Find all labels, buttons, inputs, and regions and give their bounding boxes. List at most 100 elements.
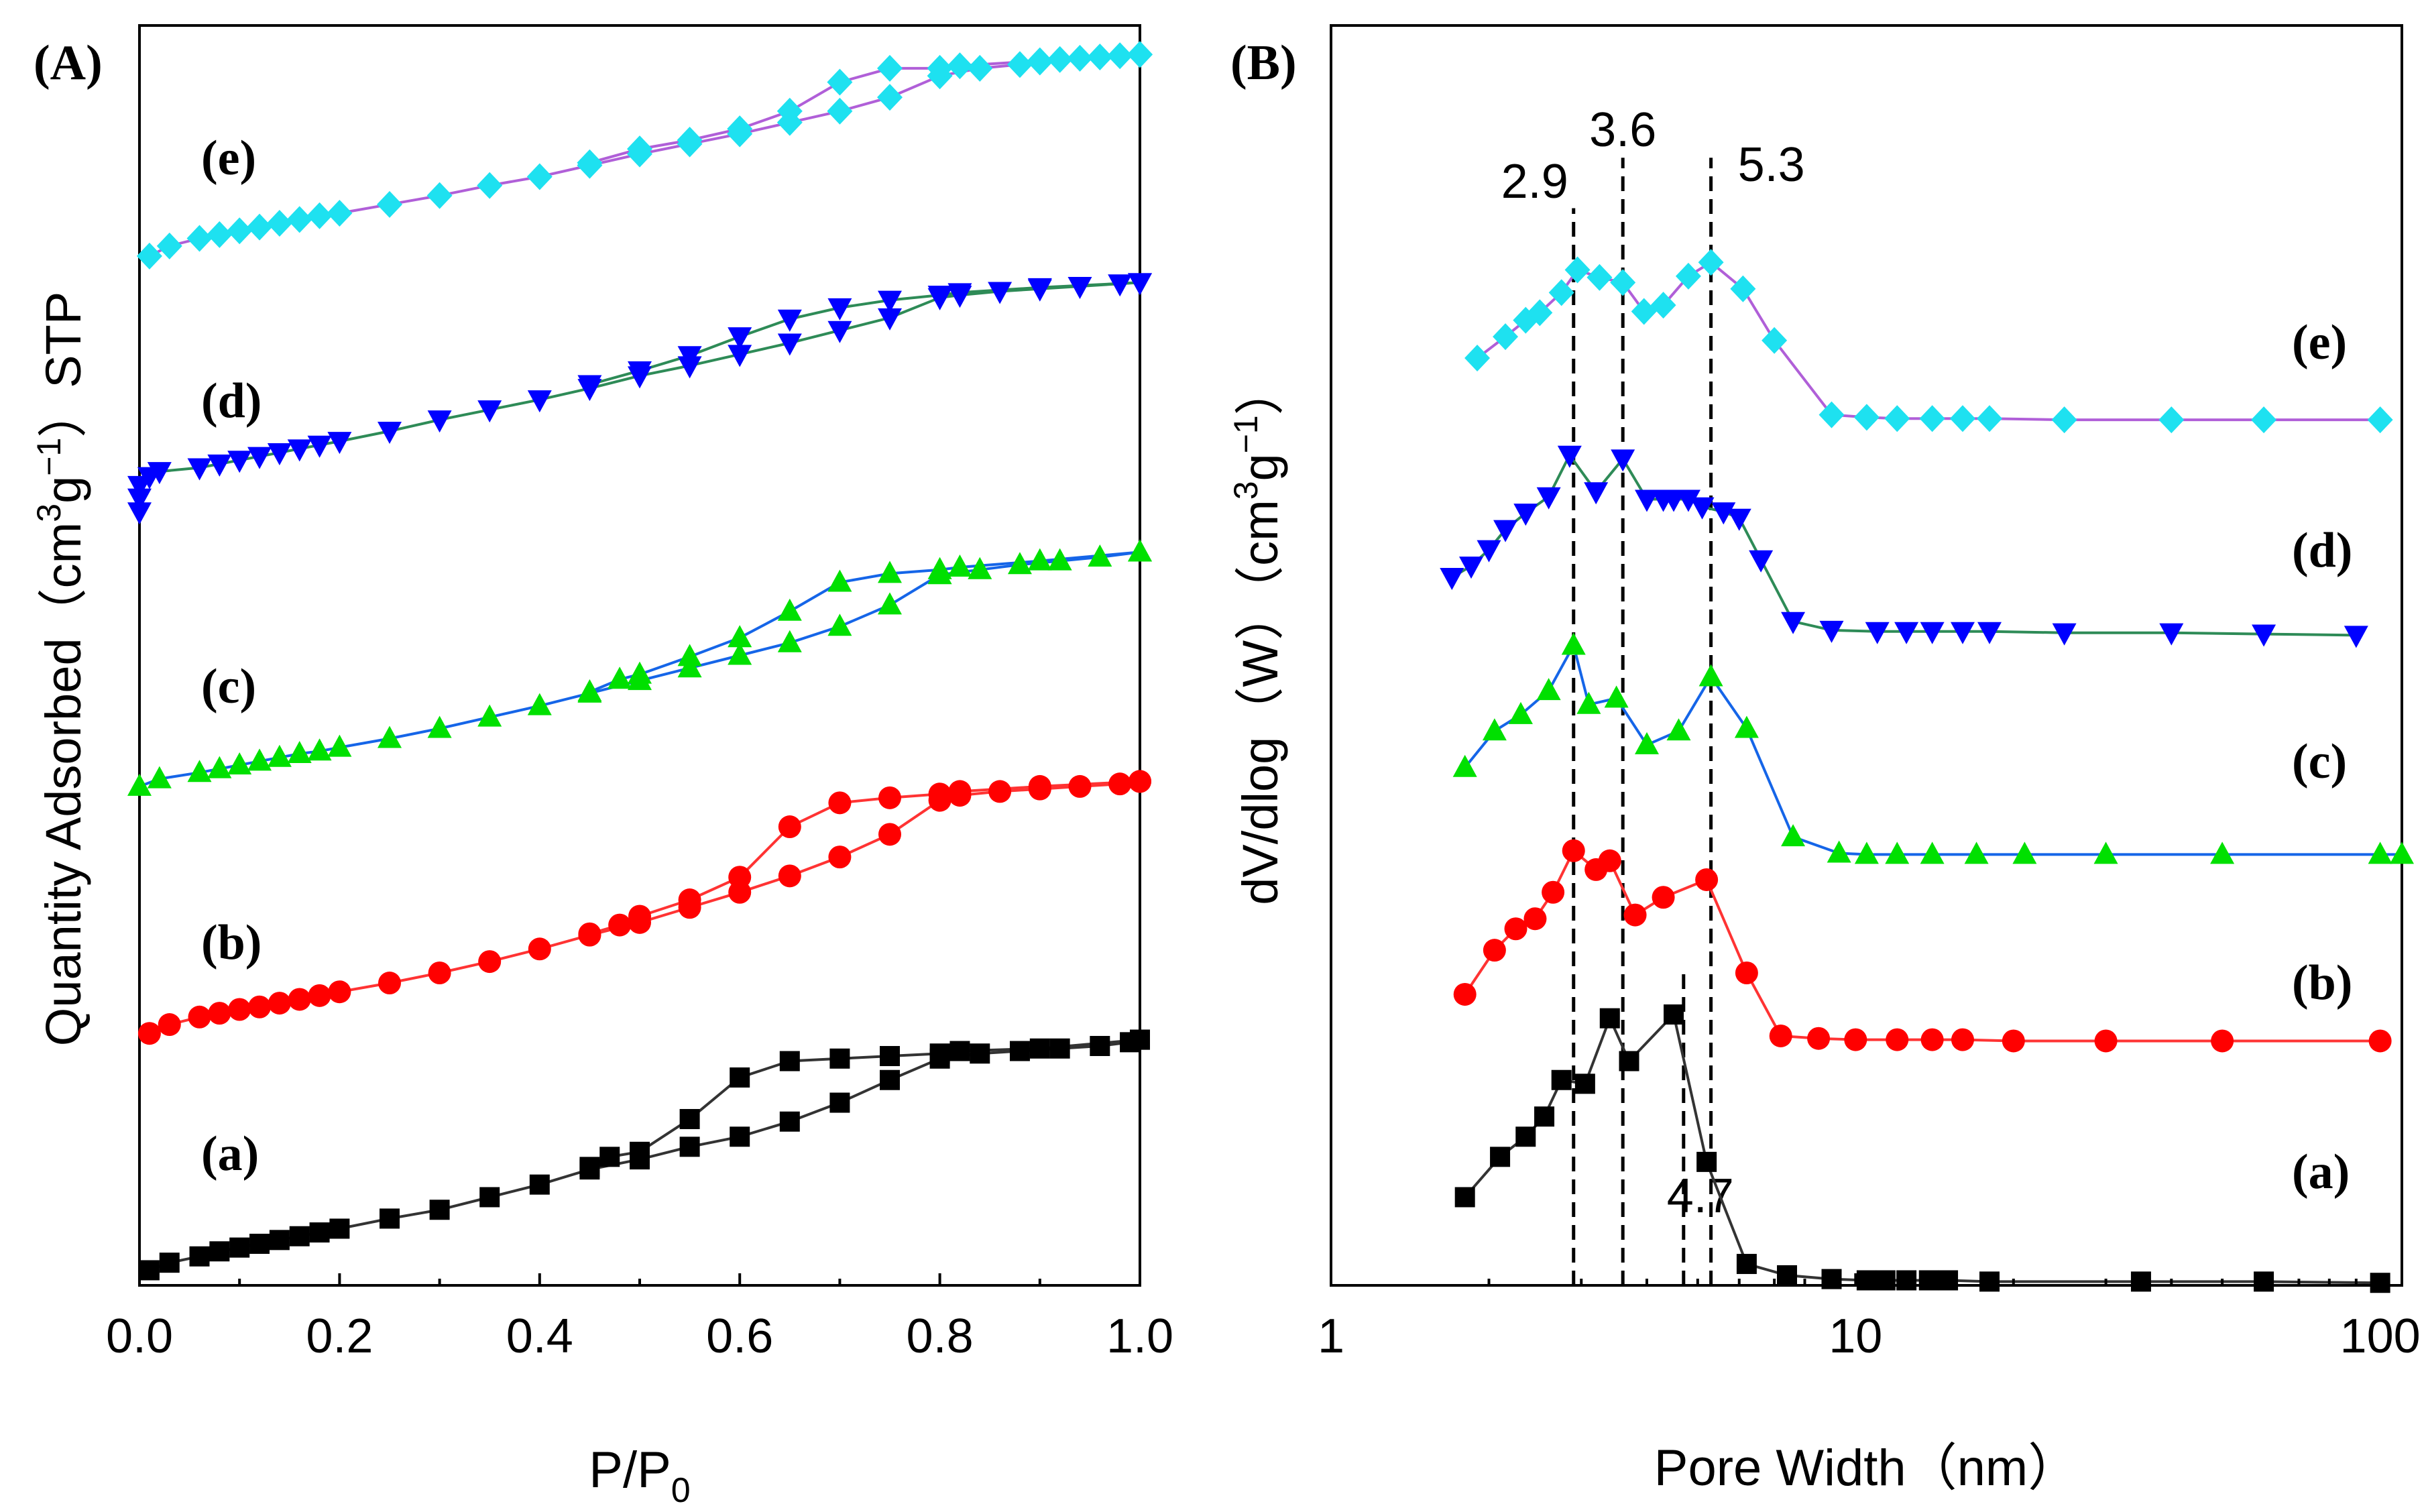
psd-point [1698,249,1724,276]
reference-label: 5.3 [1738,138,1805,192]
adsorption-point [880,1069,900,1090]
adsorption-point [967,54,993,82]
psd-point [1676,489,1700,512]
adsorption-point [477,400,502,423]
adsorption-point [227,451,252,473]
psd-point [1599,1008,1620,1029]
psd-point [1853,404,1880,431]
psd-line [1451,452,2356,637]
adsorption-point [1108,274,1133,297]
adsorption-point [208,1002,231,1025]
psd-point [1865,622,1890,644]
psd-point [2367,406,2393,434]
series-label: (a) [201,1126,259,1181]
adsorption-point [229,1237,250,1258]
psd-point [1453,982,1477,1006]
psd-point [1696,1151,1717,1172]
adsorption-point [527,693,552,715]
adsorption-point [288,988,311,1011]
psd-point [1634,489,1659,512]
psd-line [1464,1011,2380,1285]
psd-point [1562,839,1585,862]
series-label: (e) [201,131,256,186]
psd-point [1623,903,1647,927]
desorption-point [577,375,602,398]
desorption-line [589,1038,1141,1169]
adsorption-point [529,1174,550,1195]
psd-point [1827,840,1851,863]
adsorption-point [1090,1035,1110,1056]
adsorption-point [187,458,212,481]
adsorption-point [287,439,312,462]
psd-point [1711,502,1736,525]
psd-point [2093,841,2118,864]
panel-b-series-layer: (a) (b) (c) (d) (e) [1440,249,2414,1293]
x-tick-label: 1 [1318,1310,1344,1363]
adsorption-point [286,206,312,233]
isotherm-d: (d) [127,273,1152,525]
desorption-point [728,866,752,889]
psd-point [1666,718,1691,741]
adsorption-point [187,760,212,782]
desorption-point [1029,1038,1050,1059]
psd-point [1781,612,1806,634]
adsorption-point [730,1126,750,1147]
adsorption-point [228,998,251,1021]
adsorption-point [209,1241,230,1262]
adsorption-point [329,1218,350,1239]
desorption-point [678,888,701,912]
psd-b: (b) [1453,839,2392,1053]
adsorption-point [968,557,992,579]
panel-a-x-axis-label: P/P0 [589,1442,690,1510]
psd-point [1938,1270,1959,1291]
psd-point [1735,962,1758,985]
desorption-line [589,550,1141,693]
psd-point [1884,405,1910,432]
psd-point [1440,568,1464,591]
psd-point [1762,327,1788,354]
desorption-point [927,557,952,579]
desorption-point [777,309,802,332]
psd-point [1950,622,1975,644]
desorption-point [628,661,652,684]
adsorption-point [156,232,182,259]
adsorption-point [127,488,152,511]
adsorption-point [1067,276,1092,299]
adsorption-point [378,972,401,995]
adsorption-point [307,738,332,761]
adsorption-point [377,190,402,218]
psd-point [1536,487,1561,510]
psd-point [1856,1270,1877,1291]
psd-point [1652,886,1675,909]
psd-point [1634,732,1659,754]
adsorption-point [269,1230,290,1251]
desorption-point [947,554,972,577]
psd-point [1493,323,1519,351]
adsorption-point [307,435,332,458]
psd-point [2094,1029,2118,1053]
desorption-point [677,126,703,154]
adsorption-point [327,432,352,455]
desorption-point [877,54,903,82]
psd-point [1576,691,1601,714]
psd-point [1749,550,1774,573]
adsorption-point [827,321,852,343]
psd-point [1452,754,1477,777]
panel-b-reference-lines: 2.9 3.6 5.3 4.7 [1501,103,1805,1285]
adsorption-point [988,780,1012,803]
adsorption-point [247,447,272,469]
adsorption-point [189,1246,210,1267]
adsorption-point [728,642,752,665]
psd-point [1598,849,1621,872]
psd-point [1977,405,2003,432]
psd-point [2252,624,2276,647]
panel-a-plot-frame [138,24,1141,1287]
desorption-point [927,286,952,308]
psd-point [1698,664,1723,687]
psd-point [1896,1270,1917,1291]
series-label: (a) [2292,1145,2350,1200]
desorption-point [948,780,972,803]
psd-point [1604,685,1629,708]
psd-point [1894,622,1919,644]
adsorption-point [327,734,352,757]
